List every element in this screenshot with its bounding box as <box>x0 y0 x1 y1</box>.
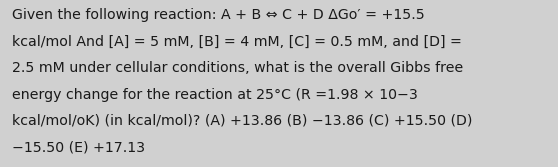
Text: kcal/mol/oK) (in kcal/mol)? (A) +13.86 (B) −13.86 (C) +15.50 (D): kcal/mol/oK) (in kcal/mol)? (A) +13.86 (… <box>12 114 473 128</box>
Text: kcal/mol And [A] = 5 mM, [B] = 4 mM, [C] = 0.5 mM, and [D] =: kcal/mol And [A] = 5 mM, [B] = 4 mM, [C]… <box>12 35 462 49</box>
Text: energy change for the reaction at 25°C (R =1.98 × 10−3: energy change for the reaction at 25°C (… <box>12 88 418 102</box>
Text: 2.5 mM under cellular conditions, what is the overall Gibbs free: 2.5 mM under cellular conditions, what i… <box>12 61 464 75</box>
Text: Given the following reaction: A + B ⇔ C + D ΔGo′ = +15.5: Given the following reaction: A + B ⇔ C … <box>12 8 425 22</box>
Text: −15.50 (E) +17.13: −15.50 (E) +17.13 <box>12 140 146 154</box>
